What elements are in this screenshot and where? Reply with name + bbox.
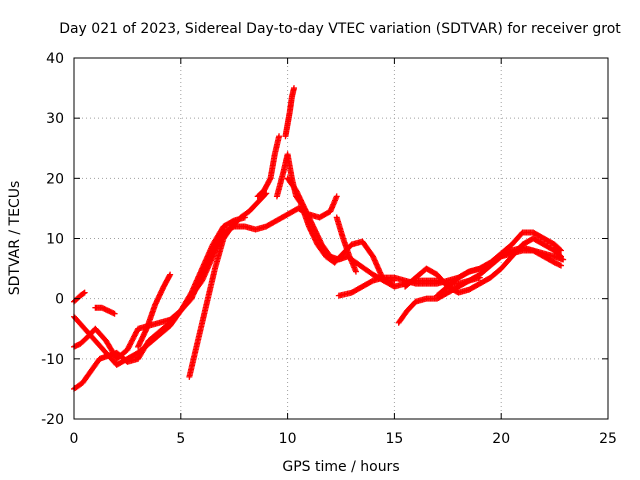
data-point [556,246,563,253]
data-point [276,133,283,140]
data-point [111,310,118,317]
x-tick-label: 15 [385,431,403,447]
data-point [558,262,565,269]
x-tick-label: 20 [492,431,510,447]
y-tick-label: -20 [41,412,64,428]
y-tick-label: 10 [46,232,64,248]
series-track-10 [282,85,298,140]
axis-ticks [73,57,609,420]
y-tick-label: 40 [46,51,64,67]
series-track-12 [333,214,359,275]
x-tick-label: 25 [599,431,617,447]
data-point [167,271,174,278]
data-point [333,193,340,200]
grid-lines [74,58,608,419]
y-tick-label: 30 [46,111,64,127]
data-point [263,190,270,197]
data-point [262,191,269,198]
data-point [81,289,88,296]
y-axis-title: SDTVAR / TECUs [7,181,23,296]
series-track-16 [434,247,567,299]
data-point [291,85,298,92]
x-tick-label: 5 [176,431,185,447]
data-point [558,247,565,254]
data-point [560,256,567,263]
data-point [352,268,359,275]
series-track-6 [135,271,174,350]
series-track-2 [71,193,340,368]
series-track-3 [71,214,248,392]
series-track-8 [254,133,283,200]
chart-title: Day 021 of 2023, Sidereal Day-to-day VTE… [59,21,621,37]
y-tick-label: 0 [55,292,64,308]
x-tick-label: 0 [70,431,79,447]
x-axis-title: GPS time / hours [282,459,399,475]
x-tick-labels: 0 5 10 15 20 25 [70,431,617,447]
series-track-9 [273,151,483,290]
series-track-7 [186,190,270,380]
y-tick-label: 20 [46,171,64,187]
y-tick-label: -10 [41,352,64,368]
x-tick-label: 10 [279,431,297,447]
series-track-5 [92,304,118,317]
y-tick-labels: -20 -10 0 10 20 30 40 [41,51,64,428]
data-point [80,290,87,297]
data-points [71,85,567,392]
